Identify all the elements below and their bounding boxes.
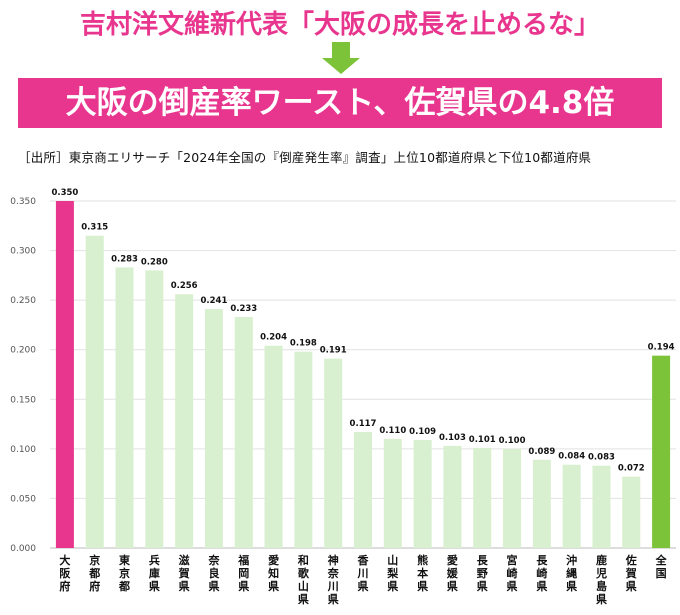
- x-tick-label: 宮崎県: [507, 553, 518, 593]
- x-tick-label: 沖縄県: [566, 553, 577, 593]
- headline: 吉村洋文維新代表「大阪の成長を止めるな」: [79, 10, 600, 40]
- data-label: 0.103: [439, 433, 466, 443]
- bars: [55, 201, 671, 548]
- y-tick-label: 0.250: [10, 296, 36, 306]
- bar: [145, 270, 164, 548]
- y-tick-label: 0.100: [10, 445, 36, 455]
- x-tick-label: 和歌山県: [298, 553, 310, 606]
- x-tick-label: 福岡県: [237, 553, 249, 593]
- banner-title: 大阪の倒産率ワースト、佐賀県の4.8倍: [18, 78, 662, 128]
- x-tick-label: 大阪府: [59, 553, 71, 593]
- data-label: 0.100: [499, 436, 526, 446]
- x-axis-labels: 大阪府 京都府 東京都 兵庫県 滋賀県 奈良県 福岡県 愛知県 和歌山県 神奈川県 香川県 山梨県 熊本…: [59, 553, 667, 606]
- bar: [503, 448, 522, 548]
- data-label: 0.194: [648, 343, 675, 353]
- x-tick-label: 愛媛県: [446, 553, 459, 593]
- x-tick-label: 山梨県: [386, 553, 399, 593]
- bar: [294, 351, 313, 548]
- data-label: 0.233: [230, 304, 257, 314]
- bar: [473, 447, 492, 548]
- bar: [592, 465, 611, 548]
- bar: [264, 345, 283, 548]
- y-tick-label: 0.350: [10, 197, 36, 207]
- y-tick-label: 0.050: [10, 494, 36, 504]
- data-label: 0.084: [558, 452, 585, 462]
- data-label: 0.256: [171, 281, 198, 291]
- bar-chart: 0.000 0.050 0.100 0.150 0.200 0.250 0.300 0.350…: [10, 188, 676, 606]
- data-label: 0.117: [350, 419, 377, 429]
- y-tick-label: 0.300: [10, 247, 36, 257]
- data-label: 0.204: [260, 333, 287, 343]
- data-label: 0.101: [469, 435, 496, 445]
- x-tick-label: 兵庫県: [149, 553, 160, 593]
- data-label: 0.198: [290, 339, 317, 349]
- bar: [443, 445, 462, 548]
- bar: [413, 439, 432, 548]
- data-label: 0.350: [51, 188, 78, 198]
- bar: [324, 358, 343, 548]
- bar: [175, 294, 194, 548]
- source-note: ［出所］東京商エリサーチ「2024年全国の『倒産発生率』調査」上位10都道府県と…: [18, 150, 592, 165]
- data-label: 0.089: [528, 447, 555, 457]
- x-tick-label: 東京都: [118, 553, 131, 593]
- bar: [652, 355, 671, 548]
- bar: [234, 316, 253, 548]
- data-label: 0.280: [141, 257, 168, 267]
- x-tick-label: 熊本県: [417, 553, 428, 593]
- bar: [383, 438, 402, 548]
- x-tick-label: 奈良県: [207, 553, 220, 593]
- x-tick-label: 愛知県: [267, 553, 279, 593]
- bar: [532, 459, 551, 548]
- x-tick-label: 全国: [655, 553, 668, 580]
- data-label: 0.283: [111, 254, 138, 264]
- bar: [115, 267, 134, 548]
- y-tick-label: 0.200: [10, 346, 36, 356]
- x-tick-label: 神奈川県: [327, 553, 340, 606]
- x-tick-label: 香川県: [357, 553, 370, 593]
- y-tick-label: 0.150: [10, 395, 36, 405]
- bar: [354, 432, 372, 548]
- data-label: 0.191: [320, 346, 347, 356]
- x-tick-label: 滋賀県: [178, 553, 190, 593]
- data-label: 0.110: [379, 426, 406, 436]
- x-tick-label: 長崎県: [536, 554, 548, 593]
- x-tick-label: 長野県: [477, 554, 489, 593]
- data-label: 0.072: [618, 464, 645, 474]
- y-tick-label: 0.000: [10, 544, 36, 554]
- x-tick-label: 鹿児島県: [595, 553, 607, 606]
- data-label: 0.083: [588, 453, 615, 463]
- bar: [204, 309, 223, 548]
- bar: [622, 476, 641, 548]
- bar: [55, 201, 74, 548]
- x-tick-label: 京都府: [88, 553, 100, 593]
- bar: [562, 464, 581, 548]
- bar: [85, 235, 104, 548]
- data-label: 0.315: [81, 223, 108, 233]
- data-label: 0.109: [409, 427, 436, 437]
- data-label: 0.241: [201, 296, 228, 306]
- y-axis-ticks: 0.000 0.050 0.100 0.150 0.200 0.250 0.300 0.350: [10, 197, 36, 554]
- x-tick-label: 佐賀県: [625, 553, 637, 593]
